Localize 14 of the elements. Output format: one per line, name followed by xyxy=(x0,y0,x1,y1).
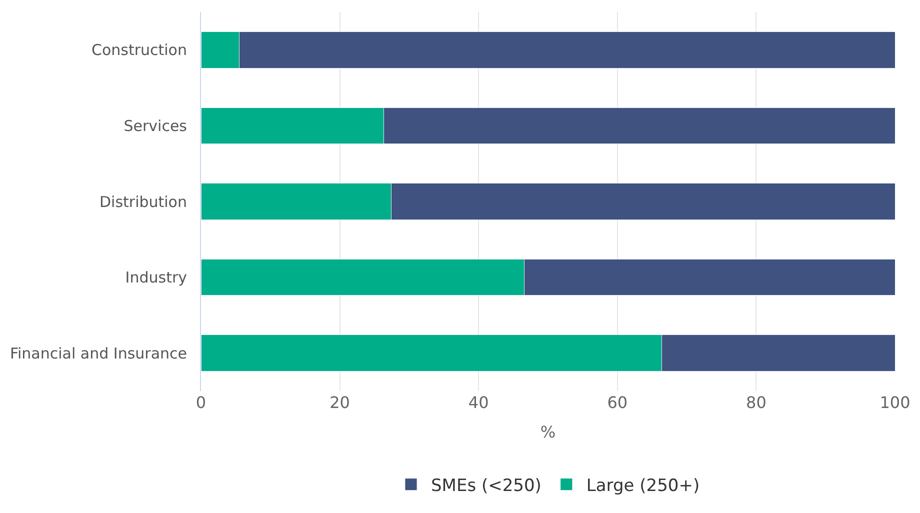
legend-label: SMEs (<250) xyxy=(431,476,542,496)
legend-label: Large (250+) xyxy=(586,476,700,496)
x-tick-label: 60 xyxy=(607,393,628,412)
x-tick-label: 20 xyxy=(330,393,350,412)
x-axis-title: % xyxy=(540,422,556,442)
y-tick-label: Construction xyxy=(91,41,187,60)
y-tick-label: Industry xyxy=(125,268,188,287)
y-tick-label: Services xyxy=(124,116,188,135)
y-tick-label: Financial and Insurance xyxy=(10,344,187,362)
x-tick-label: 0 xyxy=(196,393,206,412)
x-tick-label: 40 xyxy=(468,393,489,412)
x-tick-label: 80 xyxy=(746,393,766,412)
x-tick-label: 100 xyxy=(880,393,910,412)
y-tick-label: Distribution xyxy=(99,192,187,211)
